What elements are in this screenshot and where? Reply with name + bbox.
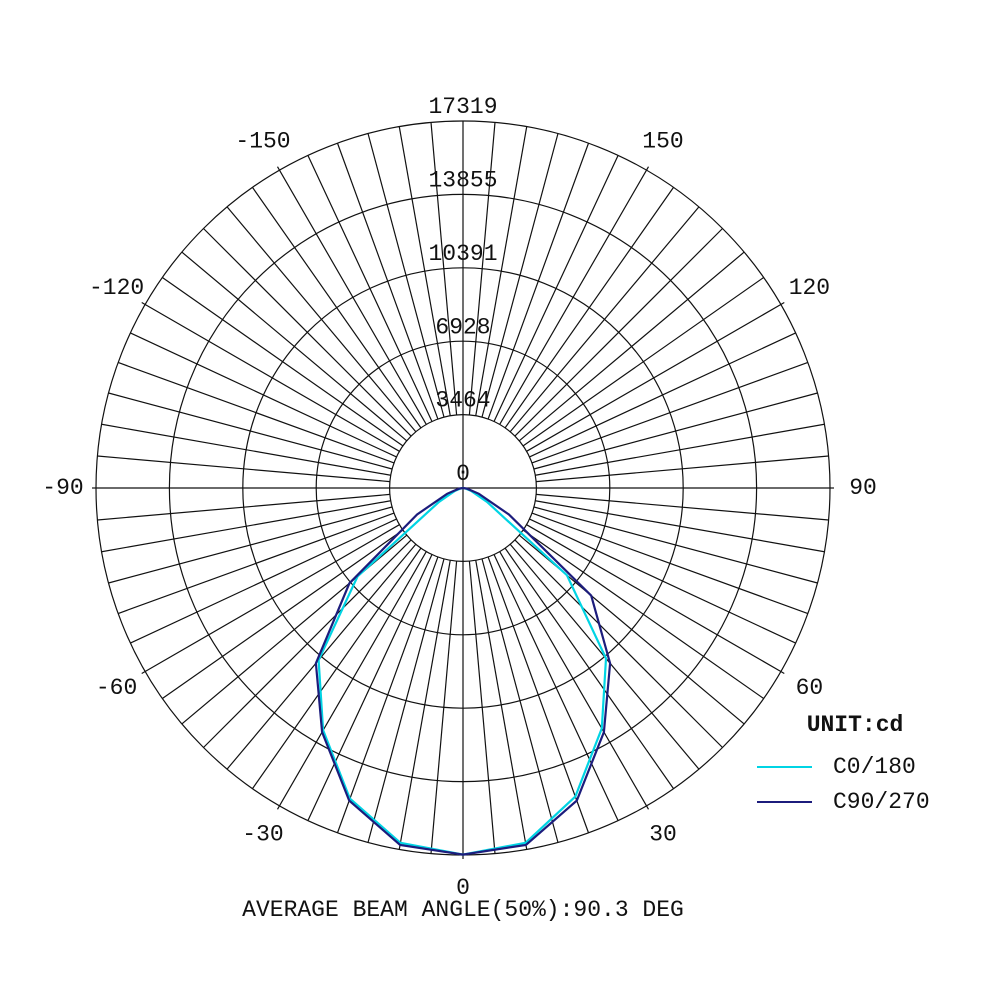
r-tick-label: 17319 [428,94,497,120]
r-tick-label: 6928 [435,314,490,340]
angle-tick [276,805,281,810]
grid-ring [168,193,758,783]
angle-label: -90 [42,475,83,501]
unit-label: UNIT:cd [807,712,904,738]
angle-tick [645,166,650,171]
r-tick-label: 13855 [428,167,497,193]
angle-label: -150 [235,129,290,155]
angle-label: -120 [89,275,144,301]
angle-label: 0 [456,875,470,901]
angle-tick [276,166,281,171]
legend-label: C0/180 [833,754,916,780]
angle-tick [645,805,650,810]
angle-label: 90 [849,475,877,501]
r-tick-label: 3464 [435,388,490,414]
grid-ring [242,267,684,709]
angle-tick [141,670,146,675]
angle-tick [780,670,785,675]
series-line [317,486,608,856]
angle-label: 60 [796,675,824,701]
legend-label: C90/270 [833,789,930,815]
angle-tick [780,301,785,306]
annotation: AVERAGE BEAM ANGLE(50%):90.3 DEG [242,897,684,923]
angle-label: -30 [242,821,283,847]
angle-label: 30 [649,821,677,847]
grid-ring [388,413,538,563]
series-line [314,486,612,856]
angle-label: 120 [789,275,830,301]
r-tick-label: 0 [456,461,470,487]
angle-label: -60 [96,675,137,701]
angle-label: 150 [642,129,683,155]
angle-tick [141,301,146,306]
r-tick-label: 10391 [428,241,497,267]
grid-ring [315,340,611,636]
